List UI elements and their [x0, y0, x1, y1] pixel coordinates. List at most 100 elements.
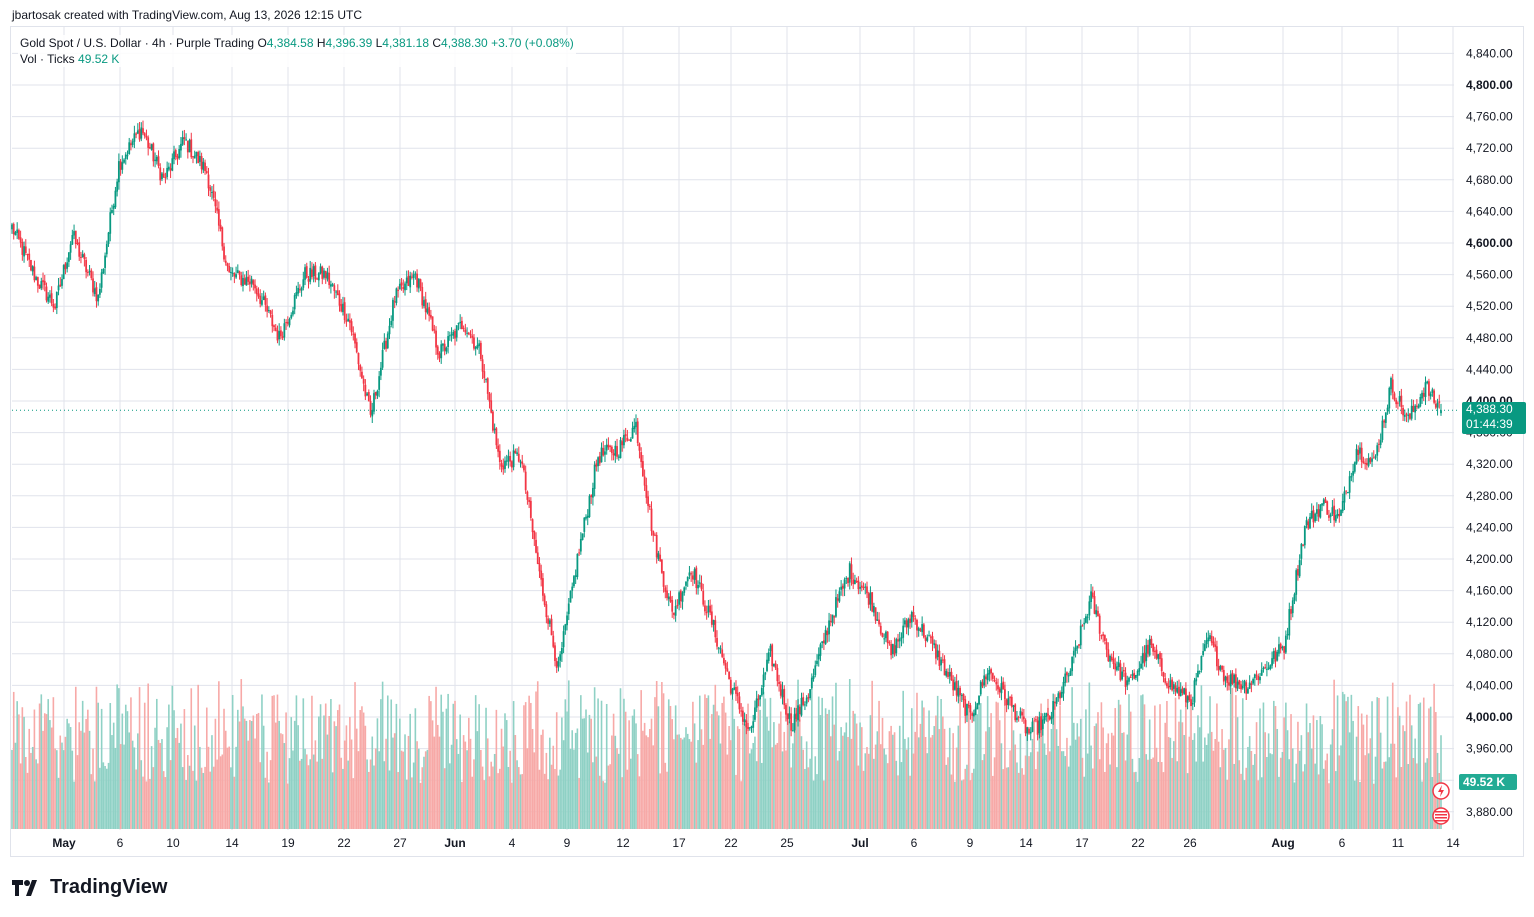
- volume-bar: [97, 702, 99, 829]
- candle-body: [149, 147, 151, 149]
- volume-bar: [336, 710, 339, 829]
- candle-body: [1114, 663, 1117, 670]
- volume-bar: [1228, 739, 1230, 829]
- y-tick-label: 4,440.00: [1466, 362, 1513, 376]
- volume-bar: [786, 698, 789, 829]
- candle-body: [500, 463, 503, 467]
- candle-body: [847, 577, 849, 584]
- volume-bar: [898, 725, 901, 829]
- volume-bar: [1245, 767, 1248, 829]
- open-value: 4,384.58: [266, 36, 314, 50]
- candle-body: [440, 344, 443, 359]
- volume-bar: [402, 751, 405, 829]
- symbol-title[interactable]: Gold Spot / U.S. Dollar · 4h · Purple Tr…: [20, 36, 255, 50]
- candle-body: [1410, 405, 1413, 419]
- volume-bar: [238, 721, 241, 829]
- candle-body: [1071, 656, 1074, 672]
- volume-bar: [1221, 729, 1223, 829]
- candle-body: [1367, 458, 1370, 466]
- candle-body: [469, 334, 472, 336]
- candle-body: [1248, 682, 1251, 689]
- volume-bar: [959, 700, 961, 829]
- volume-bar: [1078, 736, 1080, 829]
- volume-bar: [581, 718, 584, 829]
- volume-bar: [964, 768, 967, 829]
- volume-bar: [1086, 753, 1089, 829]
- volume-bar: [986, 696, 989, 829]
- candle-body: [1407, 414, 1410, 417]
- low-label: L: [375, 36, 383, 50]
- candle-body: [181, 137, 184, 145]
- volume-bar: [1231, 687, 1234, 829]
- volume-bar: [1338, 755, 1341, 829]
- volume-bar: [861, 727, 863, 829]
- x-tick-label: 14: [1446, 836, 1460, 850]
- volume-bar: [724, 712, 727, 829]
- alert-flash-icon: [1432, 782, 1450, 800]
- candle-body: [76, 243, 79, 245]
- symbol-legend[interactable]: Gold Spot / U.S. Dollar · 4h · Purple Tr…: [18, 35, 576, 67]
- volume-bar: [381, 681, 384, 829]
- volume-bar: [30, 752, 32, 829]
- volume-bar: [512, 701, 515, 829]
- candle-body: [254, 284, 256, 289]
- volume-bar: [976, 714, 979, 829]
- candle-body: [367, 392, 370, 402]
- candle-body: [1345, 490, 1348, 492]
- candle-body: [1350, 476, 1353, 478]
- volume-bar: [809, 758, 811, 829]
- candle-body: [1314, 513, 1317, 522]
- volume-bar: [774, 744, 777, 829]
- volume-bar: [133, 747, 136, 829]
- volume-bar: [1343, 694, 1346, 829]
- candle-body: [30, 260, 32, 271]
- volume-bar: [1181, 722, 1184, 829]
- volume-bar: [921, 700, 923, 829]
- volume-bar: [555, 712, 558, 829]
- candle-body: [162, 173, 165, 178]
- volume-bar: [1081, 757, 1084, 829]
- volume-bar: [1133, 772, 1135, 829]
- candle-body: [143, 133, 146, 137]
- volume-bar: [845, 722, 848, 829]
- volume-bar: [1291, 748, 1294, 829]
- candle-body: [717, 647, 720, 649]
- volume-bar: [83, 732, 86, 829]
- volume-bar: [188, 765, 191, 829]
- volume-bar: [783, 731, 786, 829]
- candle-body: [623, 435, 625, 446]
- volume-bar: [1047, 698, 1049, 829]
- candle-body: [710, 611, 713, 625]
- volume-bar: [393, 733, 396, 829]
- candle-body: [1122, 670, 1125, 672]
- candle-body: [969, 705, 972, 713]
- candle-body: [1257, 675, 1260, 680]
- candle-body: [204, 162, 206, 172]
- volume-bar: [493, 753, 496, 829]
- volume-bar: [442, 711, 444, 829]
- volume-bar: [738, 728, 741, 829]
- volume-bar: [502, 746, 505, 829]
- candle-body: [1422, 392, 1425, 397]
- volume-bar: [469, 738, 472, 829]
- volume-bar: [631, 715, 634, 829]
- volume-bar: [249, 720, 251, 829]
- volume-bar: [586, 752, 589, 829]
- volume-bar: [773, 722, 775, 829]
- volume-bar: [1395, 777, 1397, 829]
- candle-body: [916, 619, 918, 631]
- candle-body: [450, 334, 453, 336]
- volume-bar: [640, 690, 642, 829]
- footer-brand[interactable]: TradingView: [12, 876, 167, 899]
- candle-body: [116, 181, 119, 192]
- candle-body: [1166, 683, 1168, 687]
- volume-bar: [119, 744, 122, 829]
- volume-bar: [626, 769, 629, 829]
- volume-bar: [636, 754, 639, 829]
- x-tick-label: 6: [911, 836, 918, 850]
- candle-body: [1307, 521, 1310, 529]
- candle-body: [1371, 458, 1373, 462]
- candle-body: [1131, 673, 1134, 676]
- volume-label[interactable]: Vol · Ticks: [20, 52, 75, 66]
